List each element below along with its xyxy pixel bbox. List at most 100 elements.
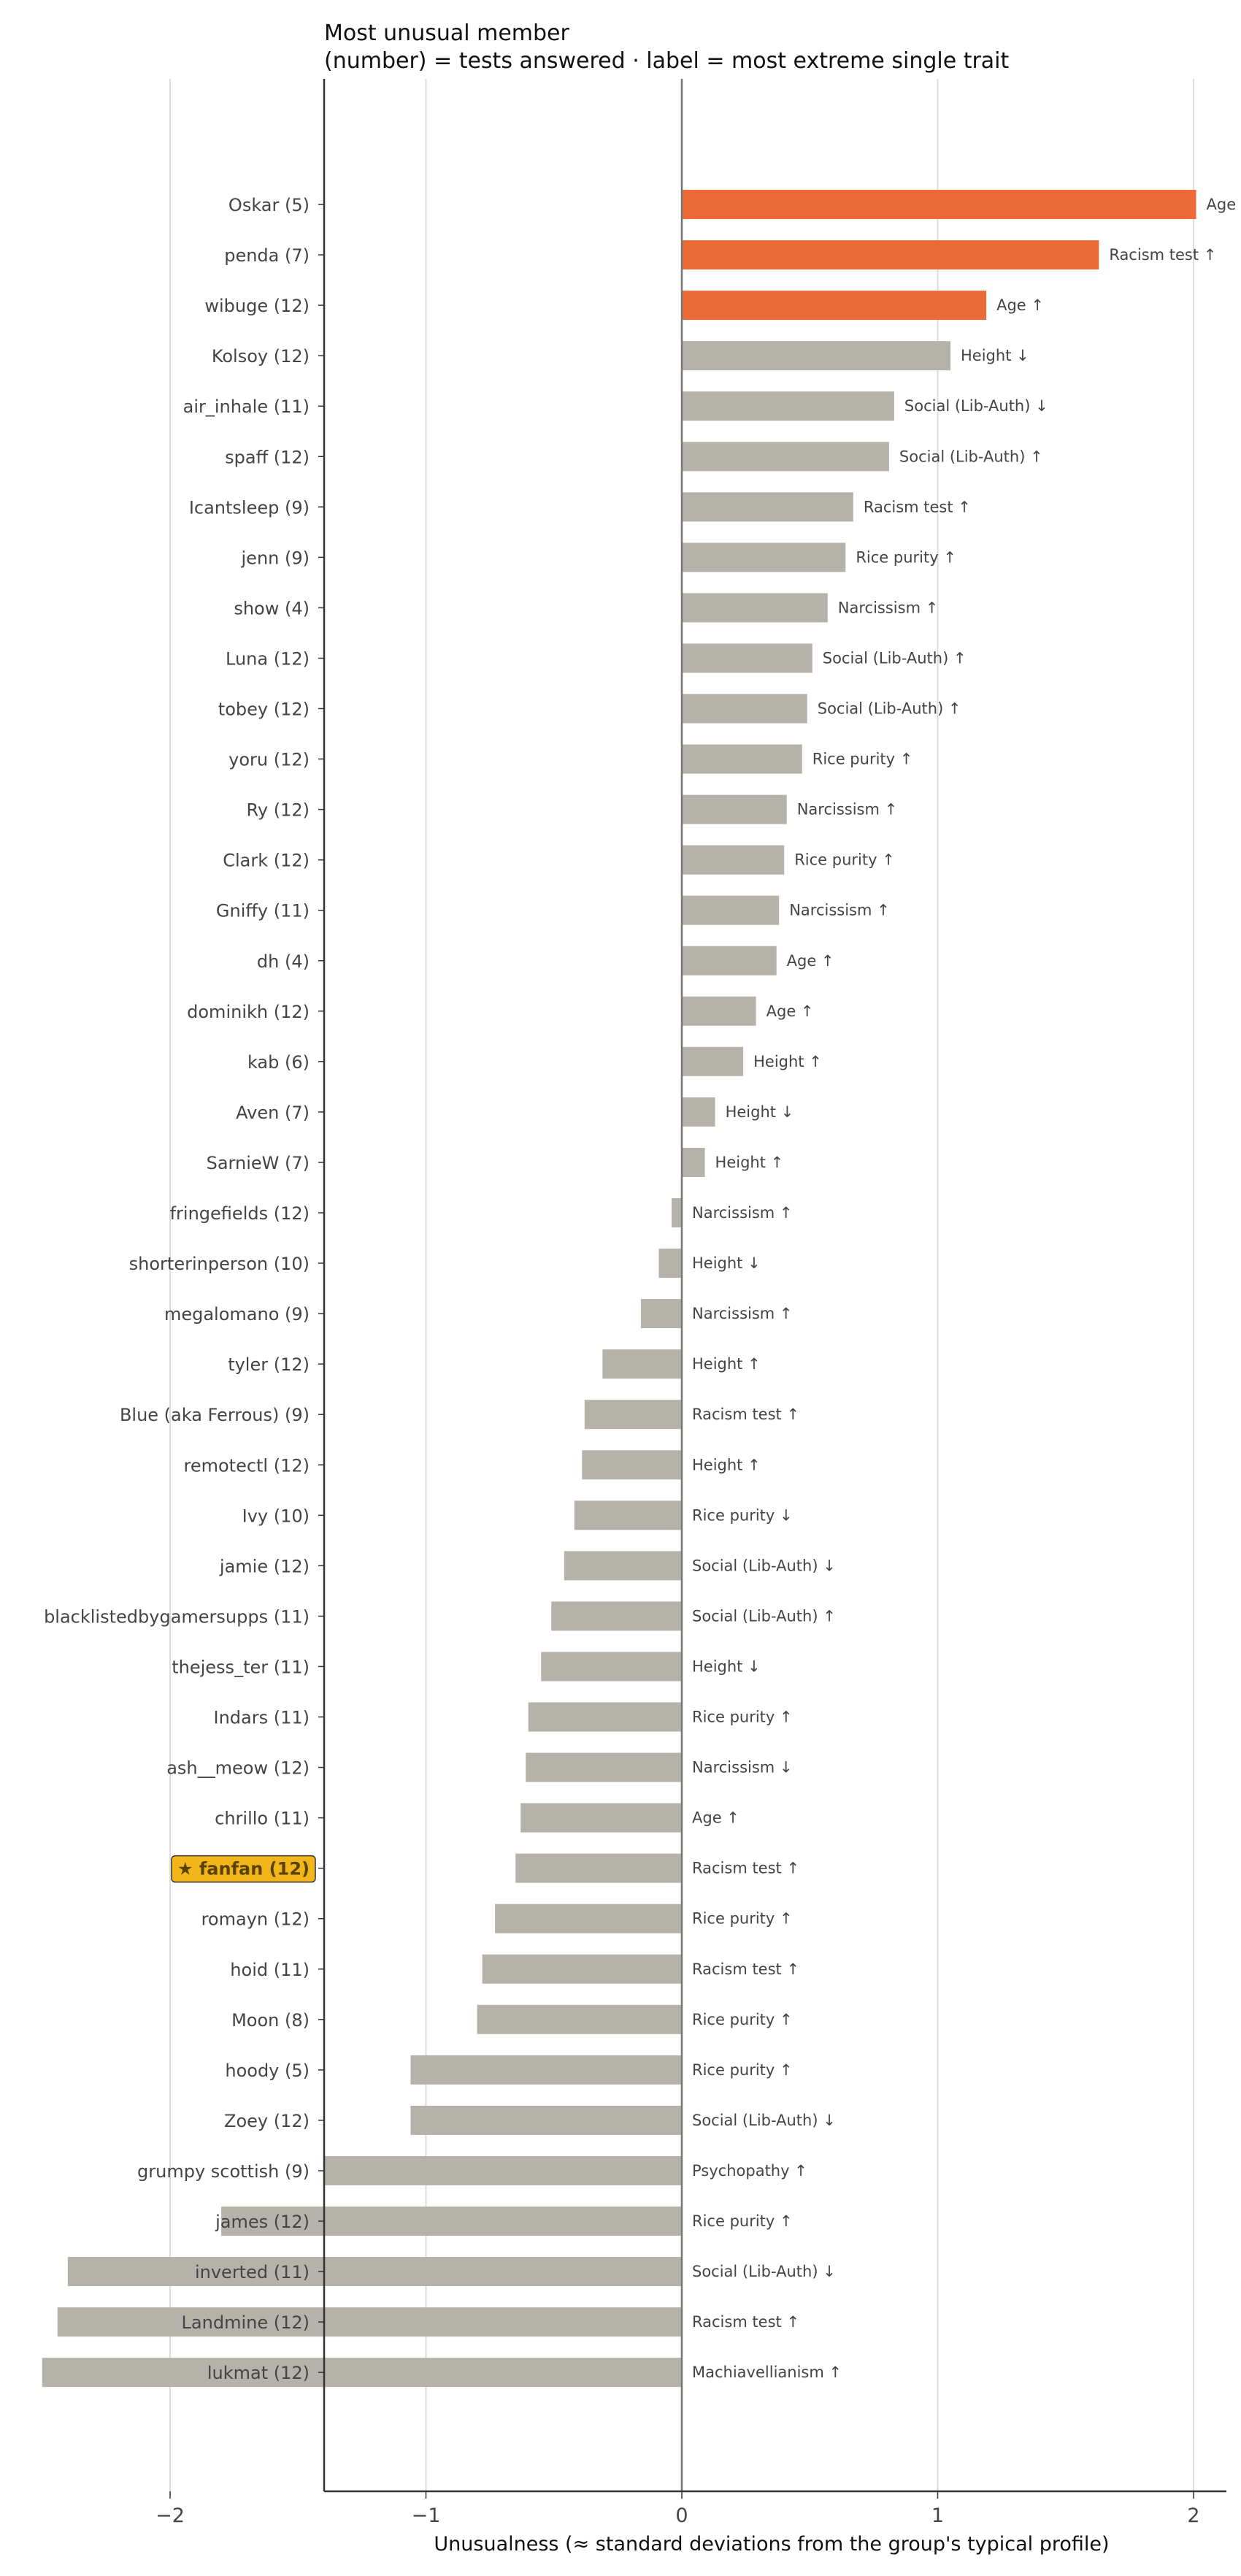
bar-trait-label: Rice purity ↑ (692, 2061, 793, 2079)
category-label: Ivy (10) (242, 1506, 310, 1526)
highlight-box (171, 1855, 316, 1883)
bar-trait-label: Narcissism ↑ (797, 801, 898, 819)
bar (682, 291, 987, 321)
bar (682, 492, 853, 522)
category-label: Moon (8) (231, 2010, 310, 2031)
bar-trait-label: Social (Lib-Auth) ↑ (899, 448, 1043, 465)
bar (682, 845, 785, 875)
category-label: jamie (12) (219, 1556, 310, 1576)
bar (528, 1702, 682, 1732)
bar (640, 1299, 682, 1329)
category-label: spaff (12) (225, 447, 310, 467)
category-label: shorterinperson (10) (129, 1254, 310, 1274)
bar-trait-label: Rice purity ↑ (692, 1910, 793, 1928)
bar-trait-label: Height ↑ (692, 1355, 761, 1373)
category-label: jenn (9) (241, 548, 310, 568)
bar (477, 2004, 682, 2034)
bar-trait-label: Height ↑ (692, 1456, 761, 1473)
category-label: Gniffy (11) (216, 901, 310, 921)
bar (682, 543, 846, 572)
bar-trait-label: Narcissism ↑ (692, 1204, 793, 1222)
category-label: dh (4) (257, 951, 310, 972)
category-label: lukmat (12) (207, 2363, 310, 2383)
bar (682, 694, 807, 724)
bar-trait-label: Height ↑ (715, 1154, 784, 1171)
bar (584, 1400, 682, 1430)
category-label: Landmine (12) (182, 2312, 310, 2333)
bar (682, 442, 889, 472)
bar-trait-label: Rice purity ↑ (692, 2212, 793, 2230)
bar-trait-label: Rice purity ↑ (856, 548, 956, 566)
bar (682, 1147, 705, 1177)
bar (482, 1954, 682, 1984)
bar (682, 391, 894, 421)
bar (221, 2207, 683, 2236)
bar (682, 643, 812, 673)
bar (582, 1450, 682, 1480)
axes: Oskar (5) penda (7) wibuge (12) Kolsoy (12)… (44, 79, 1226, 2527)
bar-trait-label: Racism test ↑ (692, 2313, 799, 2331)
category-label: air_inhale (11) (183, 396, 310, 417)
bar (682, 341, 951, 371)
bar (495, 1904, 682, 1933)
bars: Age ↑ Racism test ↑ Age ↑ Height ↓ Social (L… (42, 190, 1241, 2388)
bar-trait-label: Rice purity ↑ (692, 2011, 793, 2028)
bar (682, 996, 756, 1026)
category-label: hoid (11) (230, 1960, 310, 1980)
gridlines (169, 79, 1194, 2491)
category-label: Clark (12) (223, 851, 310, 871)
bar-trait-label: Social (Lib-Auth) ↑ (823, 649, 967, 667)
bar (515, 1853, 682, 1883)
bar (682, 895, 780, 925)
bar (410, 2055, 682, 2085)
category-label: Icantsleep (9) (189, 497, 310, 518)
category-label: james (12) (215, 2212, 310, 2232)
category-label: Aven (7) (236, 1103, 310, 1123)
bar-trait-label: Height ↓ (692, 1657, 761, 1675)
bar-trait-label: Narcissism ↑ (692, 1305, 793, 1322)
x-axis-title: Unusualness (≈ standard deviations from … (434, 2533, 1109, 2556)
bar-trait-label: Age ↑ (692, 1809, 739, 1827)
bar-trait-label: Racism test ↑ (692, 1406, 799, 1423)
bar-trait-label: Age ↑ (1207, 196, 1241, 213)
bar (323, 2155, 682, 2185)
bar-trait-label: Height ↑ (753, 1053, 822, 1070)
category-label: inverted (11) (195, 2262, 310, 2282)
category-label: kab (6) (247, 1052, 310, 1073)
highlighted-member-label: ★ fanfan (12) (177, 1859, 310, 1879)
bar (671, 1198, 682, 1227)
bar-trait-label: Racism test ↑ (692, 1860, 799, 1877)
bar-trait-label: Machiavellianism ↑ (692, 2364, 842, 2381)
bar-trait-label: Social (Lib-Auth) ↑ (818, 700, 961, 718)
bar-trait-label: Narcissism ↑ (789, 902, 890, 919)
category-label: remotectl (12) (183, 1455, 310, 1476)
x-tick-label: 0 (675, 2504, 688, 2527)
bar-trait-label: Social (Lib-Auth) ↓ (692, 2112, 836, 2129)
bar (410, 2105, 682, 2135)
bar-trait-label: Social (Lib-Auth) ↑ (692, 1607, 836, 1625)
bar-trait-label: Rice purity ↑ (794, 851, 895, 869)
bar-trait-label: Racism test ↑ (1109, 246, 1216, 264)
category-label: dominikh (12) (187, 1002, 310, 1022)
category-label: chrillo (11) (215, 1809, 310, 1829)
bar-trait-label: Age ↑ (787, 952, 834, 970)
bar-trait-label: Age ↑ (766, 1003, 814, 1020)
category-label: Indars (11) (214, 1708, 310, 1728)
chart-title: Most unusual member (324, 20, 570, 46)
x-tick-label: −2 (155, 2504, 185, 2527)
bar (574, 1500, 682, 1530)
category-label: wibuge (12) (204, 296, 310, 316)
bar (682, 240, 1099, 270)
bar (602, 1349, 682, 1379)
category-label: romayn (12) (201, 1909, 310, 1930)
bar-trait-label: Height ↓ (726, 1103, 794, 1121)
bar (57, 2307, 682, 2337)
category-label: blacklistedbygamersupps (11) (44, 1606, 310, 1627)
chart-subtitle: (number) = tests answered · label = most… (324, 48, 1010, 74)
bar (682, 794, 787, 824)
bar-trait-label: Social (Lib-Auth) ↓ (692, 2263, 836, 2280)
bar (42, 2358, 682, 2388)
bar-trait-label: Social (Lib-Auth) ↓ (904, 397, 1048, 415)
bar (67, 2257, 683, 2287)
